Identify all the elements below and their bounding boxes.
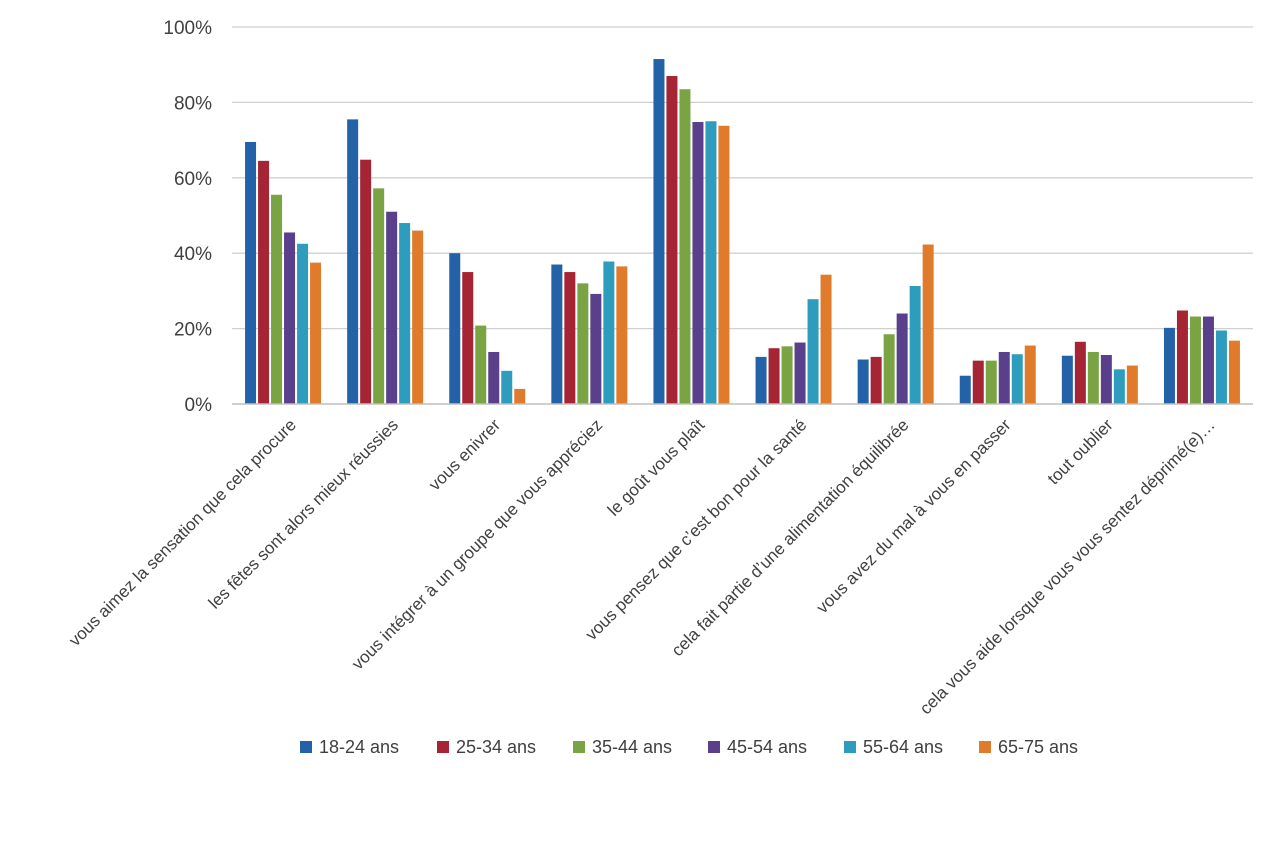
legend-swatch [437, 741, 449, 753]
bar-10-55-64-ans [1215, 330, 1227, 404]
bar-6-25-34-ans [768, 348, 780, 404]
bar-6-55-64-ans [807, 299, 819, 404]
legend-swatch [979, 741, 991, 753]
bar-8-35-44-ans [985, 360, 997, 404]
bar-5-55-64-ans [705, 121, 717, 404]
bar-4-18-24-ans [551, 264, 563, 404]
bar-7-55-64-ans [909, 286, 921, 404]
bar-3-55-64-ans [501, 370, 513, 404]
legend-label: 25-34 ans [456, 737, 536, 757]
bar-3-18-24-ans [449, 253, 461, 404]
bar-3-45-54-ans [488, 351, 500, 404]
bar-1-65-75-ans [310, 262, 322, 405]
bar-10-35-44-ans [1189, 316, 1201, 404]
bar-1-45-54-ans [284, 232, 296, 404]
x-tick-label: vous avez du mal à vous en passer [813, 415, 1015, 617]
bar-9-35-44-ans [1087, 351, 1099, 404]
x-tick-label: cela fait partie d’une alimentation équi… [668, 415, 913, 660]
bar-8-25-34-ans [972, 360, 984, 404]
bar-3-35-44-ans [475, 325, 487, 404]
bar-9-55-64-ans [1113, 369, 1125, 404]
bar-5-65-75-ans [718, 125, 730, 405]
bar-8-55-64-ans [1011, 354, 1023, 404]
bar-6-45-54-ans [794, 342, 806, 404]
bar-3-25-34-ans [462, 272, 474, 404]
bar-9-18-24-ans [1061, 355, 1073, 404]
bar-1-35-44-ans [271, 194, 283, 404]
bar-10-45-54-ans [1202, 316, 1214, 404]
bar-6-18-24-ans [755, 356, 767, 405]
y-tick-label: 100% [163, 18, 212, 39]
bar-5-35-44-ans [679, 89, 691, 405]
bar-7-35-44-ans [883, 334, 895, 404]
bar-9-25-34-ans [1074, 341, 1086, 404]
bar-9-45-54-ans [1100, 354, 1112, 404]
bar-4-35-44-ans [577, 283, 589, 404]
y-tick-label: 80% [174, 93, 212, 114]
bar-10-18-24-ans [1163, 327, 1175, 404]
bar-2-55-64-ans [399, 223, 411, 404]
bar-1-55-64-ans [297, 243, 309, 404]
legend-swatch [300, 741, 312, 753]
bar-7-65-75-ans [922, 244, 934, 404]
bar-2-65-75-ans [412, 230, 424, 404]
x-tick-label: tout oublier [1044, 415, 1117, 488]
legend-label: 18-24 ans [319, 737, 399, 757]
bar-4-65-75-ans [616, 266, 628, 404]
bar-8-65-75-ans [1024, 345, 1036, 404]
y-tick-label: 60% [174, 169, 212, 190]
bar-2-18-24-ans [347, 119, 359, 405]
y-tick-label: 20% [174, 320, 212, 341]
bar-5-45-54-ans [692, 122, 704, 404]
x-tick-label: vous pensez que c’est bon pour la santé [582, 415, 811, 644]
legend-label: 45-54 ans [727, 737, 807, 757]
x-tick-label: vous aimez la sensation que cela procure [65, 415, 300, 650]
bar-2-35-44-ans [373, 188, 385, 404]
bar-2-25-34-ans [360, 159, 372, 404]
bar-1-25-34-ans [258, 160, 270, 404]
gridlines [232, 26, 1253, 330]
bar-9-65-75-ans [1126, 365, 1138, 404]
legend-swatch [844, 741, 856, 753]
bar-1-18-24-ans [245, 141, 257, 405]
legend-label: 65-75 ans [998, 737, 1078, 757]
x-tick-label: les fêtes sont alors mieux réussies [205, 415, 402, 612]
bar-4-25-34-ans [564, 272, 576, 404]
y-axis: 0% 20% 40% 60% 80% 100% [163, 18, 212, 416]
legend-swatch [708, 741, 720, 753]
bar-10-25-34-ans [1176, 310, 1188, 404]
legend-label: 35-44 ans [592, 737, 672, 757]
legend: 18-24 ans 25-34 ans 35-44 ans 45-54 ans 55-6… [300, 737, 1078, 757]
legend-swatch [573, 741, 585, 753]
bar-3-65-75-ans [514, 388, 526, 404]
x-tick-label: vous enivrer [425, 415, 504, 494]
bar-4-55-64-ans [603, 261, 615, 404]
y-tick-label: 40% [174, 244, 212, 265]
bar-5-25-34-ans [666, 76, 678, 404]
y-tick-label: 0% [185, 395, 213, 416]
bar-8-45-54-ans [998, 351, 1010, 404]
bar-7-45-54-ans [896, 313, 908, 404]
bar-6-65-75-ans [820, 274, 832, 404]
bar-6-35-44-ans [781, 346, 793, 404]
bar-7-18-24-ans [857, 359, 869, 404]
bar-2-45-54-ans [386, 211, 398, 404]
bars [245, 59, 1240, 405]
category-labels: vous aimez la sensation que cela procure… [65, 415, 1219, 718]
bar-10-65-75-ans [1228, 340, 1240, 404]
bar-4-45-54-ans [590, 293, 602, 404]
bar-8-18-24-ans [959, 375, 971, 404]
x-tick-label: le goût vous plaît [604, 415, 709, 520]
legend-label: 55-64 ans [863, 737, 943, 757]
bar-7-25-34-ans [870, 356, 882, 405]
bar-5-18-24-ans [653, 59, 665, 404]
